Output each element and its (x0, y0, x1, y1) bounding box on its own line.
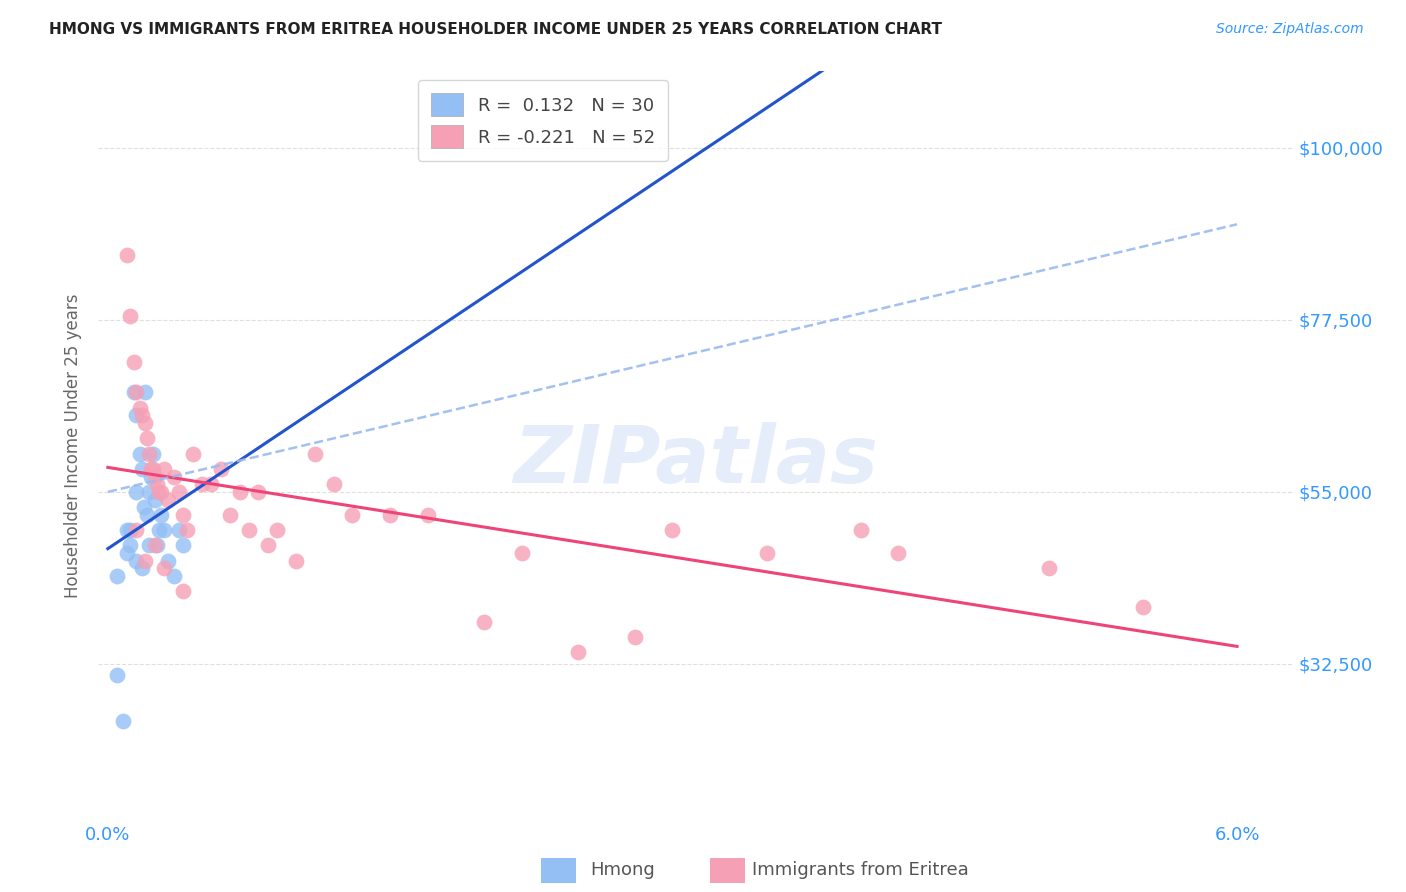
Point (142, 447, 165, 461)
Point (191, 477, 214, 491)
Point (134, 416, 156, 430)
Point (138, 447, 160, 461)
Point (172, 508, 194, 522)
Point (567, 645, 589, 659)
Point (131, 462, 153, 476)
Text: Immigrants from Eritrea: Immigrants from Eritrea (752, 861, 969, 879)
Point (115, 523, 138, 537)
Point (138, 538, 160, 552)
Point (416, 508, 439, 522)
Point (143, 492, 166, 507)
Point (163, 469, 186, 483)
Point (172, 584, 194, 599)
Point (322, 477, 344, 491)
Point (134, 385, 156, 400)
Point (125, 409, 148, 423)
Point (228, 484, 250, 499)
Point (181, 447, 204, 461)
Point (148, 523, 170, 537)
Point (142, 462, 165, 476)
Point (176, 523, 198, 537)
Point (169, 523, 191, 537)
Point (105, 668, 128, 682)
Point (623, 630, 645, 644)
Point (143, 469, 166, 483)
Point (238, 523, 260, 537)
Text: ZIPatlas: ZIPatlas (513, 422, 879, 500)
Point (120, 309, 142, 323)
Point (1132, 599, 1154, 614)
Point (131, 561, 153, 575)
Point (122, 355, 145, 369)
Point (510, 546, 533, 560)
Text: HMONG VS IMMIGRANTS FROM ERITREA HOUSEHOLDER INCOME UNDER 25 YEARS CORRELATION C: HMONG VS IMMIGRANTS FROM ERITREA HOUSEHO… (49, 22, 942, 37)
Point (200, 477, 222, 491)
Legend: R =  0.132   N = 30, R = -0.221   N = 52: R = 0.132 N = 30, R = -0.221 N = 52 (418, 80, 668, 161)
Point (247, 484, 270, 499)
Point (136, 431, 159, 445)
Point (256, 538, 278, 552)
Point (139, 469, 162, 483)
Point (661, 523, 683, 537)
Point (128, 401, 150, 415)
Point (120, 538, 142, 552)
Point (115, 248, 138, 262)
Point (472, 615, 495, 629)
Point (153, 523, 176, 537)
Point (111, 714, 134, 729)
Point (148, 484, 170, 499)
Point (138, 484, 160, 499)
Point (169, 484, 191, 499)
Point (755, 546, 778, 560)
Point (266, 523, 288, 537)
Point (122, 385, 145, 400)
Point (131, 409, 153, 423)
Point (172, 538, 194, 552)
Point (887, 546, 910, 560)
Point (125, 554, 148, 568)
Point (153, 561, 176, 575)
Point (134, 554, 156, 568)
Point (120, 523, 142, 537)
Point (115, 546, 138, 560)
Point (153, 462, 176, 476)
Point (149, 508, 172, 522)
Point (105, 569, 128, 583)
Point (1038, 561, 1060, 575)
Point (342, 508, 364, 522)
Point (285, 554, 308, 568)
Point (149, 484, 172, 499)
Point (143, 538, 166, 552)
Point (378, 508, 401, 522)
Point (157, 554, 180, 568)
Point (125, 523, 148, 537)
Point (304, 447, 326, 461)
Text: Hmong: Hmong (591, 861, 655, 879)
Point (125, 385, 148, 400)
Point (219, 508, 242, 522)
Text: Source: ZipAtlas.com: Source: ZipAtlas.com (1216, 22, 1364, 37)
Point (139, 462, 162, 476)
Point (163, 569, 186, 583)
Y-axis label: Householder Income Under 25 years: Householder Income Under 25 years (65, 293, 83, 599)
Point (849, 523, 872, 537)
Point (145, 477, 167, 491)
Point (157, 492, 180, 507)
Point (132, 500, 155, 515)
Point (136, 508, 159, 522)
Point (209, 462, 232, 476)
Point (145, 538, 167, 552)
Point (128, 447, 150, 461)
Point (125, 484, 148, 499)
